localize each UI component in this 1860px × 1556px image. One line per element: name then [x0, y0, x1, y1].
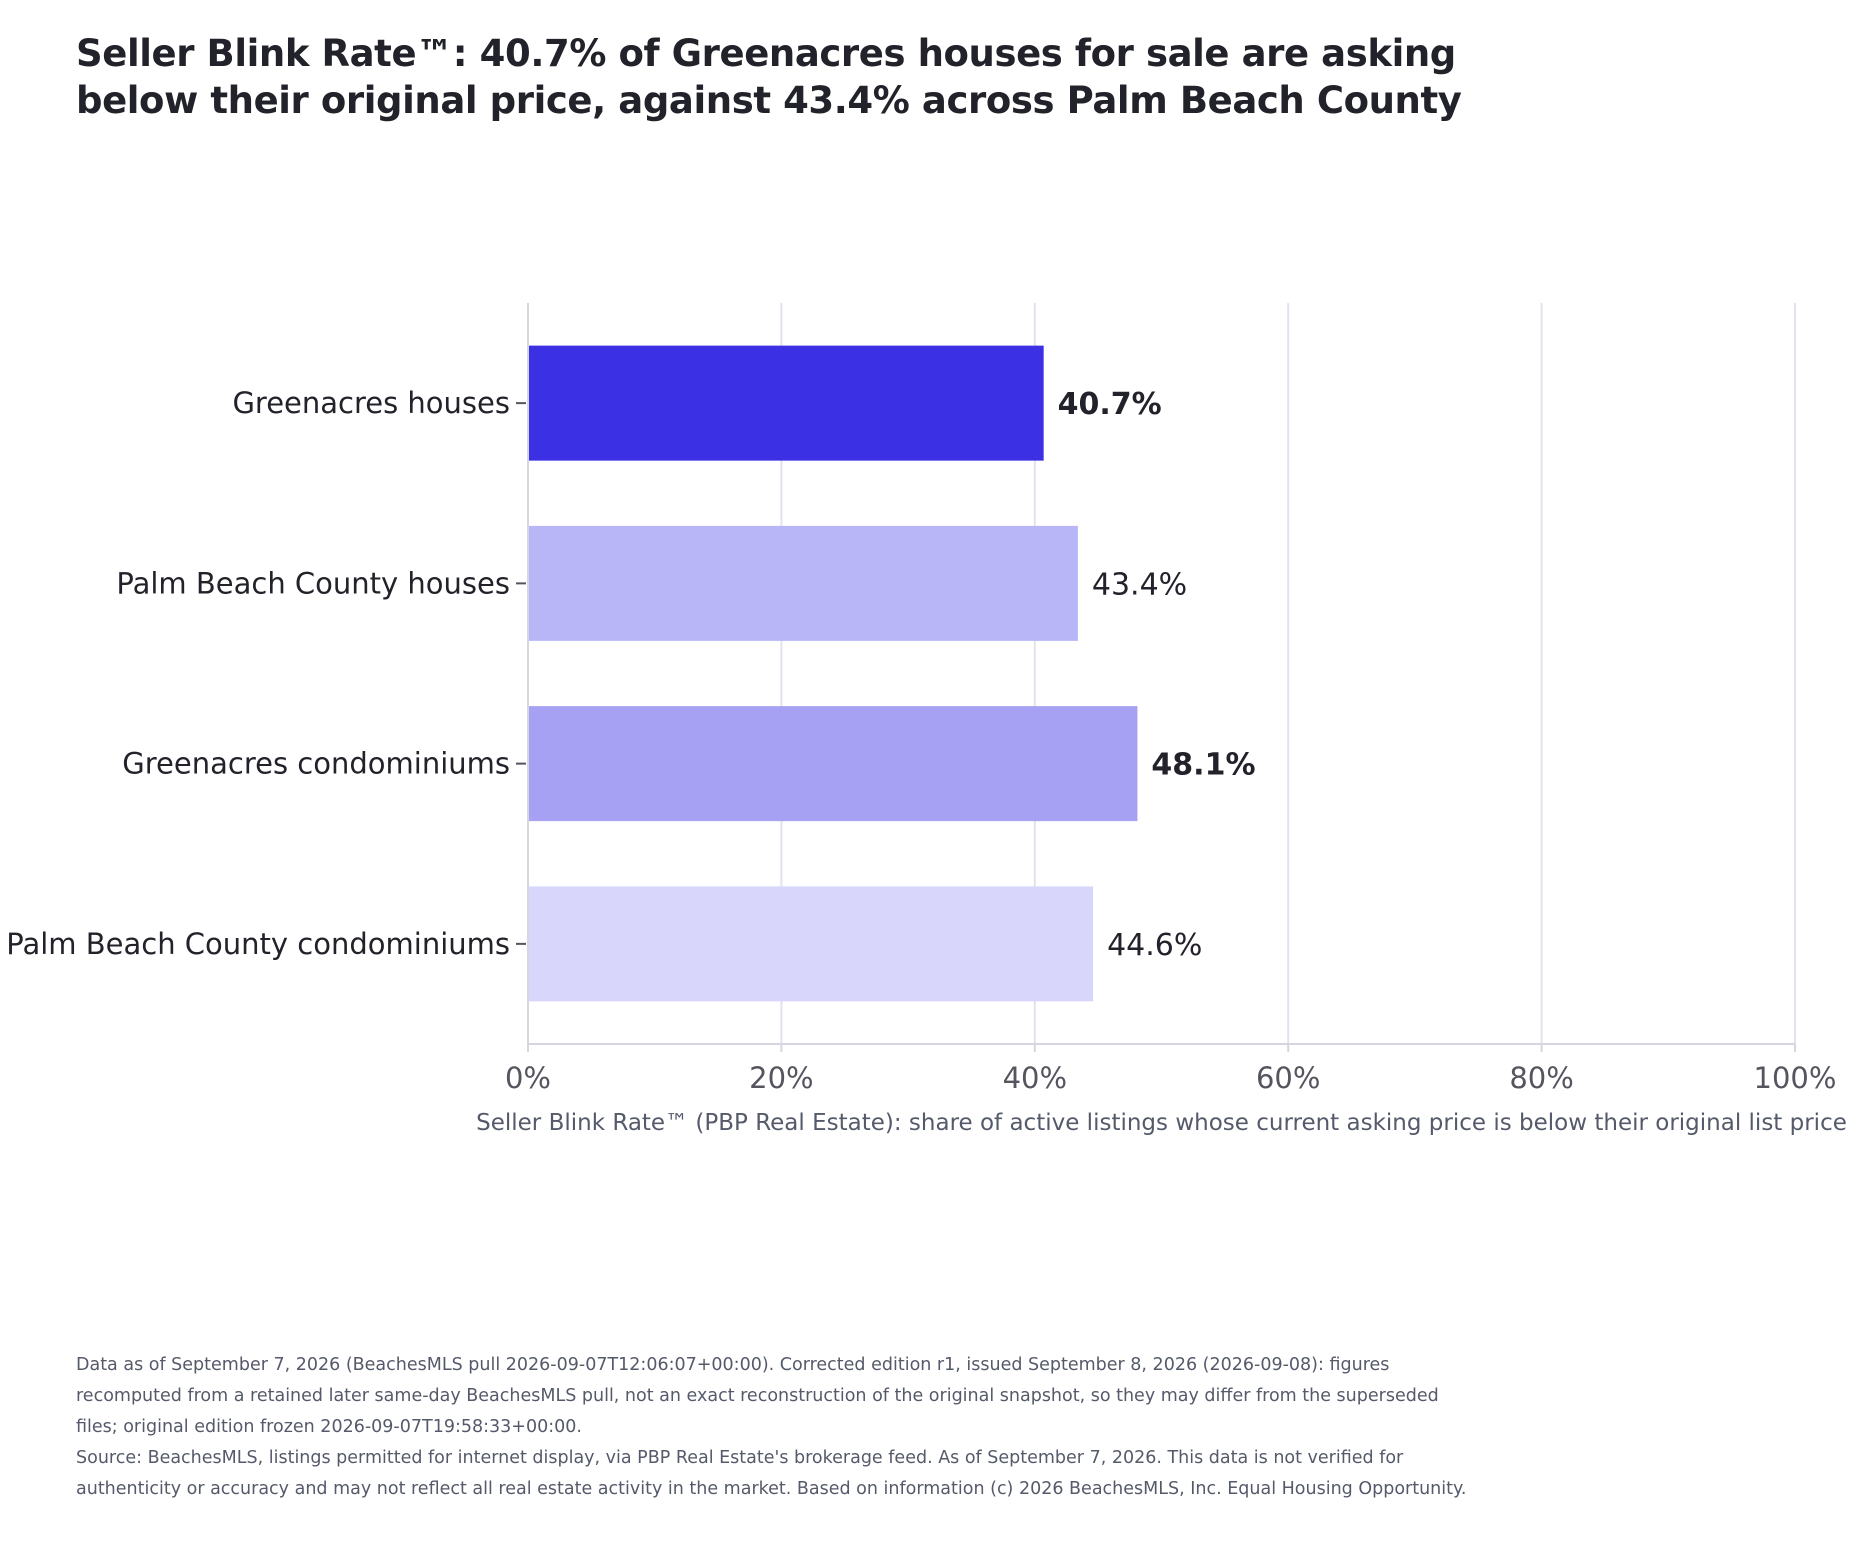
x-axis-title: Seller Blink Rate™ (PBP Real Estate): sh… — [476, 1110, 1847, 1136]
category-label-0: Greenacres houses — [232, 386, 510, 420]
data-note: Data as of September 7, 2026 (BeachesMLS… — [76, 1355, 1439, 1437]
x-tick-label-2: 40% — [1003, 1061, 1067, 1095]
chart-title-line-1: Seller Blink Rate™: 40.7% of Greenacres … — [76, 32, 1456, 75]
source-note: Source: BeachesMLS, listings permitted f… — [76, 1448, 1467, 1499]
bar-3 — [528, 886, 1094, 1002]
value-label-0: 40.7% — [1058, 387, 1162, 422]
bar-1 — [528, 525, 1078, 641]
chart-title: Seller Blink Rate™: 40.7% of Greenacres … — [76, 30, 1576, 124]
axes — [516, 303, 1796, 1052]
value-label-2: 48.1% — [1151, 748, 1255, 783]
bar-0 — [528, 345, 1044, 461]
bar-2 — [528, 706, 1138, 822]
bars — [528, 345, 1138, 1002]
bar-chart: 0% 20% 40% 60% 80% 100% Greenacres houses 40.7%… — [6, 303, 1847, 1136]
chart-title-line-2: below their original price, against 43.4… — [76, 79, 1462, 122]
footnote: Data as of September 7, 2026 (BeachesMLS… — [76, 1350, 1476, 1505]
labels: 0% 20% 40% 60% 80% 100% Greenacres houses 40.7%… — [6, 386, 1847, 1136]
category-label-2: Greenacres condominiums — [122, 747, 510, 781]
x-tick-label-0: 0% — [505, 1061, 551, 1095]
value-label-3: 44.6% — [1107, 928, 1202, 963]
x-tick-label-1: 20% — [749, 1061, 813, 1095]
x-tick-label-4: 80% — [1509, 1061, 1573, 1095]
x-tick-label-3: 60% — [1256, 1061, 1320, 1095]
value-label-1: 43.4% — [1092, 567, 1187, 602]
category-label-3: Palm Beach County condominiums — [6, 927, 510, 961]
category-label-1: Palm Beach County houses — [116, 566, 510, 600]
x-tick-label-5: 100% — [1754, 1061, 1837, 1095]
